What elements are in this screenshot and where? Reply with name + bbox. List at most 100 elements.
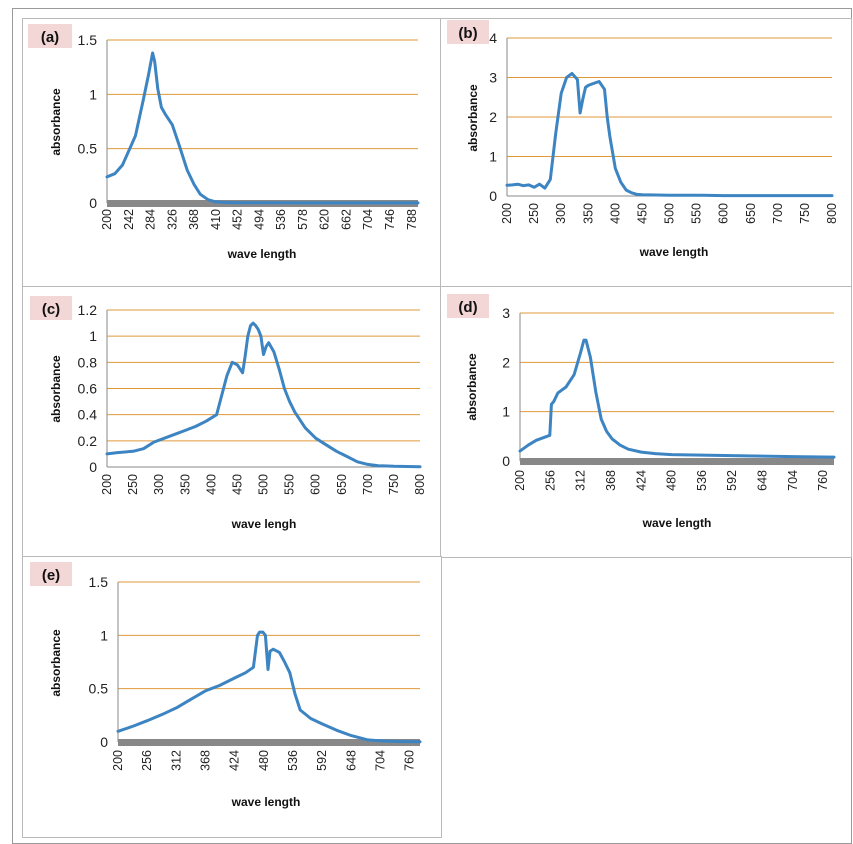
panel-b-xtick-label: 800 — [825, 203, 839, 224]
panel-e-ytick-label: 1.5 — [89, 574, 109, 590]
panel-e-xtick-label: 424 — [228, 750, 242, 771]
panel-c-tag-bg — [30, 296, 72, 320]
panel-e-ylabel: absorbance — [49, 629, 63, 697]
panel-a-frame — [22, 18, 442, 288]
panel-e-xlabel: wave length — [231, 795, 301, 809]
panel-c-ytick-label: 1 — [89, 328, 97, 344]
panel-a-tag-bg — [28, 24, 72, 48]
panel-e-xtick-label: 312 — [169, 750, 183, 771]
panel-b-xtick-label: 750 — [798, 203, 812, 224]
panel-b-ylabel: absorbance — [466, 84, 480, 152]
panel-e-x-axis-bar — [118, 739, 420, 746]
panel-a-xtick-label: 494 — [252, 209, 266, 230]
panel-c-ytick-label: 0.2 — [78, 433, 98, 449]
panel-d-xtick-label: 704 — [786, 470, 800, 491]
panel-d-xtick-label: 312 — [574, 470, 588, 491]
panel-b-xtick-label: 700 — [771, 203, 785, 224]
panel-b-xtick-label: 650 — [744, 203, 758, 224]
panel-c-xtick-label: 400 — [204, 474, 218, 495]
panel-b-tag-bg — [447, 20, 489, 44]
panel-c-xtick-label: 200 — [100, 474, 114, 495]
panel-e-xtick-label: 648 — [344, 750, 358, 771]
panel-c-frame — [22, 286, 442, 558]
panel-e-xtick-label: 592 — [315, 750, 329, 771]
panel-c-ytick-label: 0.8 — [78, 354, 98, 370]
panel-a-xtick-label: 242 — [122, 209, 136, 230]
panel-d-tag: (d) — [458, 299, 477, 316]
panel-e-frame — [22, 556, 442, 838]
panel-a-xtick-label: 452 — [231, 209, 245, 230]
panel-a-xtick-label: 536 — [274, 209, 288, 230]
panel-d-ytick-label: 1 — [502, 404, 510, 420]
panel-c-xtick-label: 450 — [230, 474, 244, 495]
panel-d-xtick-label: 368 — [604, 470, 618, 491]
panel-a-xtick-label: 746 — [383, 209, 397, 230]
panel-a-xtick-label: 620 — [318, 209, 332, 230]
panel-e-xtick-label: 760 — [403, 750, 417, 771]
panel-e-series-line — [116, 630, 422, 744]
panel-b-xlabel: wave length — [639, 245, 709, 259]
panel-d-ytick-label: 0 — [502, 453, 510, 469]
panel-c-ylabel: absorbance — [49, 355, 63, 423]
panel-e-xtick-label: 536 — [286, 750, 300, 771]
panel-b-xtick-label: 450 — [635, 203, 649, 224]
panel-a-xtick-label: 410 — [209, 209, 223, 230]
panel-d-tag-bg — [447, 294, 489, 318]
panel-b-xtick-label: 550 — [690, 203, 704, 224]
panel-b-ytick-label: 3 — [489, 70, 497, 86]
panel-c-xtick-label: 600 — [309, 474, 323, 495]
panel-b-xtick-label: 200 — [500, 203, 514, 224]
panel-a-xtick-label: 200 — [100, 209, 114, 230]
panel-d-xtick-label: 760 — [816, 470, 830, 491]
panel-e-xtick-label: 704 — [373, 750, 387, 771]
panel-e-xtick-label: 368 — [198, 750, 212, 771]
panel-a-xtick-label: 368 — [187, 209, 201, 230]
panel-d-ytick-label: 3 — [502, 305, 510, 321]
panel-b-tag: (b) — [458, 25, 477, 42]
panel-b-xtick-label: 500 — [663, 203, 677, 224]
panel-a-series-line — [105, 51, 420, 205]
panel-a-xtick-label: 326 — [165, 209, 179, 230]
panel-c-series-line — [105, 321, 422, 469]
panel-d-xtick-label: 256 — [543, 470, 557, 491]
panel-c-xtick-label: 650 — [335, 474, 349, 495]
panel-a-ylabel: absorbance — [49, 88, 63, 156]
panel-a-xtick-label: 704 — [361, 209, 375, 230]
panel-a-xlabel: wave length — [227, 247, 297, 261]
panel-b-series-line — [505, 72, 834, 198]
panel-b-ytick-label: 1 — [489, 149, 497, 165]
panel-b-ytick-label: 4 — [489, 30, 497, 46]
panel-e-tag: (e) — [42, 567, 60, 584]
panel-c-xtick-label: 750 — [387, 474, 401, 495]
panel-c-ytick-label: 1.2 — [78, 302, 98, 318]
panel-c-tag: (c) — [42, 301, 60, 318]
panel-d-xtick-label: 424 — [634, 470, 648, 491]
panel-d-frame — [440, 286, 852, 558]
panel-b-xtick-label: 250 — [527, 203, 541, 224]
panel-b-xtick-label: 600 — [717, 203, 731, 224]
panel-a-xtick-label: 662 — [339, 209, 353, 230]
panel-a-ytick-label: 1.5 — [78, 32, 98, 48]
panel-e-ytick-label: 0 — [100, 734, 108, 750]
panel-a-xtick-label: 578 — [296, 209, 310, 230]
panel-c-xtick-label: 300 — [152, 474, 166, 495]
panel-b-xtick-label: 300 — [554, 203, 568, 224]
panel-b-ytick-label: 2 — [489, 109, 497, 125]
panel-e-xtick-label: 200 — [111, 750, 125, 771]
panel-c-xtick-label: 700 — [361, 474, 375, 495]
panel-e-ytick-label: 0.5 — [89, 681, 109, 697]
panel-c-ytick-label: 0.4 — [78, 407, 98, 423]
panel-a-ytick-label: 0.5 — [78, 141, 98, 157]
panel-a-tag: (a) — [41, 29, 59, 46]
panel-b-ytick-label: 0 — [489, 188, 497, 204]
panel-a-xtick-label: 284 — [144, 209, 158, 230]
panel-c-xtick-label: 500 — [257, 474, 271, 495]
panel-c-ytick-label: 0.6 — [78, 381, 98, 397]
panel-c-xtick-label: 350 — [178, 474, 192, 495]
panel-b-xtick-label: 400 — [608, 203, 622, 224]
panel-d-xtick-label: 648 — [756, 470, 770, 491]
panel-e-tag-bg — [30, 562, 72, 586]
panel-d-xtick-label: 536 — [695, 470, 709, 491]
panel-e-ytick-label: 1 — [100, 627, 108, 643]
panel-b-xtick-label: 350 — [581, 203, 595, 224]
